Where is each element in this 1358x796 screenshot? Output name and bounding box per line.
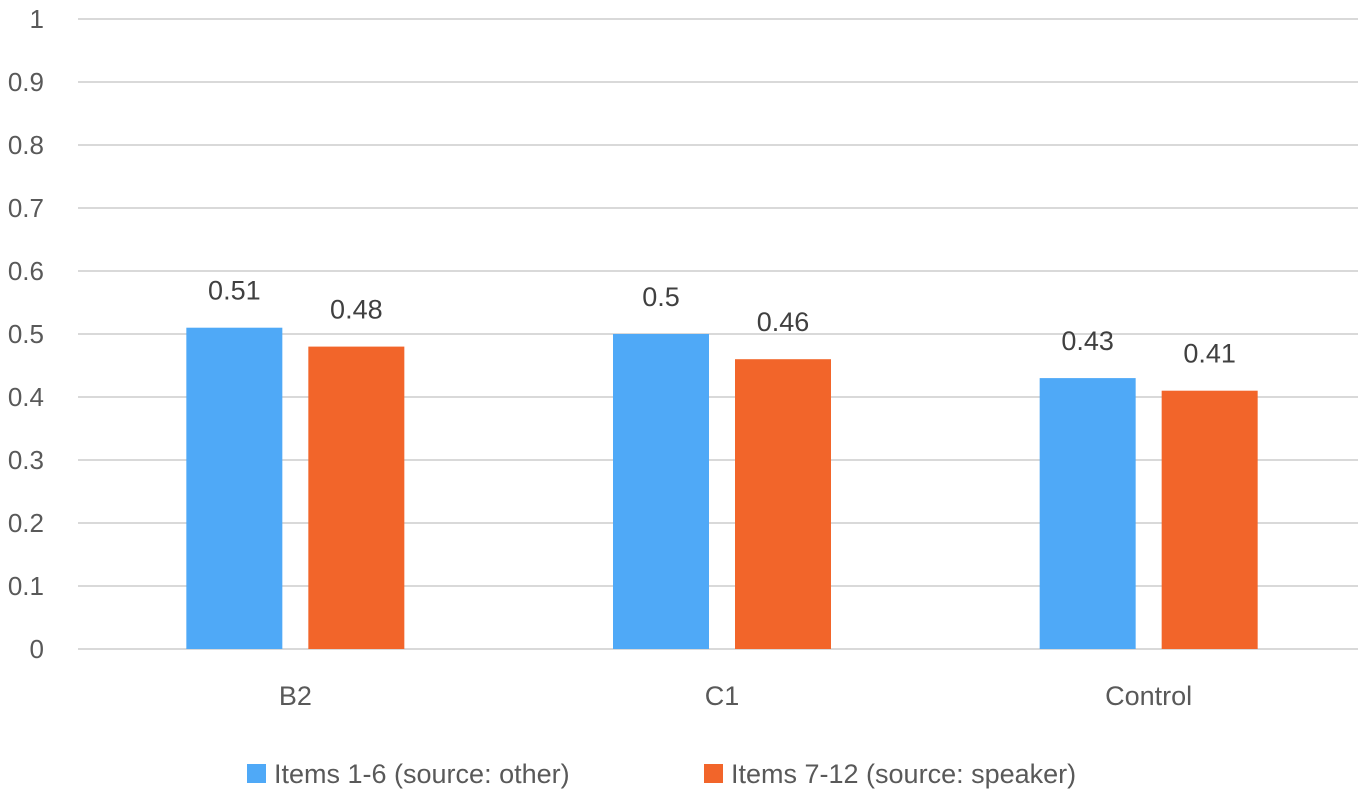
x-category-label: B2 xyxy=(279,681,312,711)
x-axis-category-labels: B2 C1 Control xyxy=(279,681,1192,711)
bar-b2-series-1 xyxy=(186,327,283,649)
data-label: 0.43 xyxy=(1061,326,1114,356)
y-tick-label: 0.1 xyxy=(8,571,44,601)
bars xyxy=(186,327,1258,649)
y-tick-label: 0.6 xyxy=(8,256,44,286)
y-tick-label: 1 xyxy=(30,4,44,34)
y-tick-label: 0.8 xyxy=(8,130,44,160)
bar-control-series-2 xyxy=(1161,390,1258,649)
data-label: 0.46 xyxy=(757,307,810,337)
data-label: 0.41 xyxy=(1183,339,1236,369)
gridlines xyxy=(78,18,1358,650)
legend-label-2: Items 7-12 (source: speaker) xyxy=(731,759,1076,789)
legend: Items 1-6 (source: other) Items 7-12 (sou… xyxy=(247,759,1076,789)
y-tick-label: 0.4 xyxy=(8,382,44,412)
y-tick-label: 0.3 xyxy=(8,445,44,475)
data-label: 0.51 xyxy=(208,276,261,306)
y-tick-label: 0.2 xyxy=(8,508,44,538)
y-tick-label: 0 xyxy=(30,634,44,664)
bar-b2-series-2 xyxy=(308,346,405,649)
x-category-label: C1 xyxy=(705,681,740,711)
legend-swatch-1 xyxy=(247,764,266,783)
data-labels: 0.51 0.48 0.5 0.46 0.43 0.41 xyxy=(208,276,1236,369)
y-tick-label: 0.7 xyxy=(8,193,44,223)
data-label: 0.48 xyxy=(330,295,383,325)
legend-label-1: Items 1-6 (source: other) xyxy=(274,759,570,789)
bar-c1-series-1 xyxy=(613,334,709,649)
data-label: 0.5 xyxy=(642,282,680,312)
x-category-label: Control xyxy=(1105,681,1192,711)
y-tick-label: 0.5 xyxy=(8,319,44,349)
bar-control-series-1 xyxy=(1039,378,1136,649)
y-axis-tick-labels: 0 0.1 0.2 0.3 0.4 0.5 0.6 0.7 0.8 0.9 1 xyxy=(8,4,44,664)
y-tick-label: 0.9 xyxy=(8,67,44,97)
legend-swatch-2 xyxy=(704,764,723,783)
bar-c1-series-2 xyxy=(735,359,831,649)
